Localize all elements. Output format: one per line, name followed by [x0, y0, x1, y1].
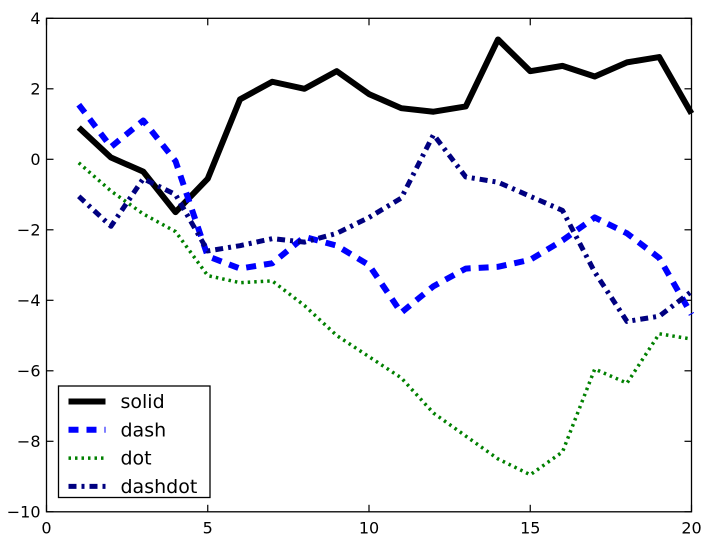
y-tick-label: −8: [17, 432, 41, 451]
legend-box: [57, 385, 211, 499]
y-tick-label: 2: [30, 79, 40, 98]
y-tick-label: 4: [30, 9, 40, 28]
y-tick-label: −10: [7, 502, 41, 521]
x-tick-label: 15: [520, 518, 540, 537]
x-tick-label: 5: [203, 518, 213, 537]
series-line-dash: [76, 102, 695, 316]
y-tick-label: −2: [17, 220, 41, 239]
y-tick-label: −6: [17, 361, 41, 380]
y-tick-label: −4: [17, 291, 41, 310]
x-tick-label: 0: [41, 518, 51, 537]
legend-label-dashdot: dashdot: [121, 476, 198, 498]
legend-label-dash: dash: [121, 419, 167, 441]
x-tick-label: 10: [359, 518, 379, 537]
y-tick-label: 0: [30, 150, 40, 169]
x-tick-label: 20: [681, 518, 701, 537]
legend-label-dot: dot: [121, 448, 152, 470]
series-line-dashdot: [77, 132, 694, 324]
legend-label-solid: solid: [121, 391, 165, 413]
series-line-dot: [77, 161, 692, 477]
